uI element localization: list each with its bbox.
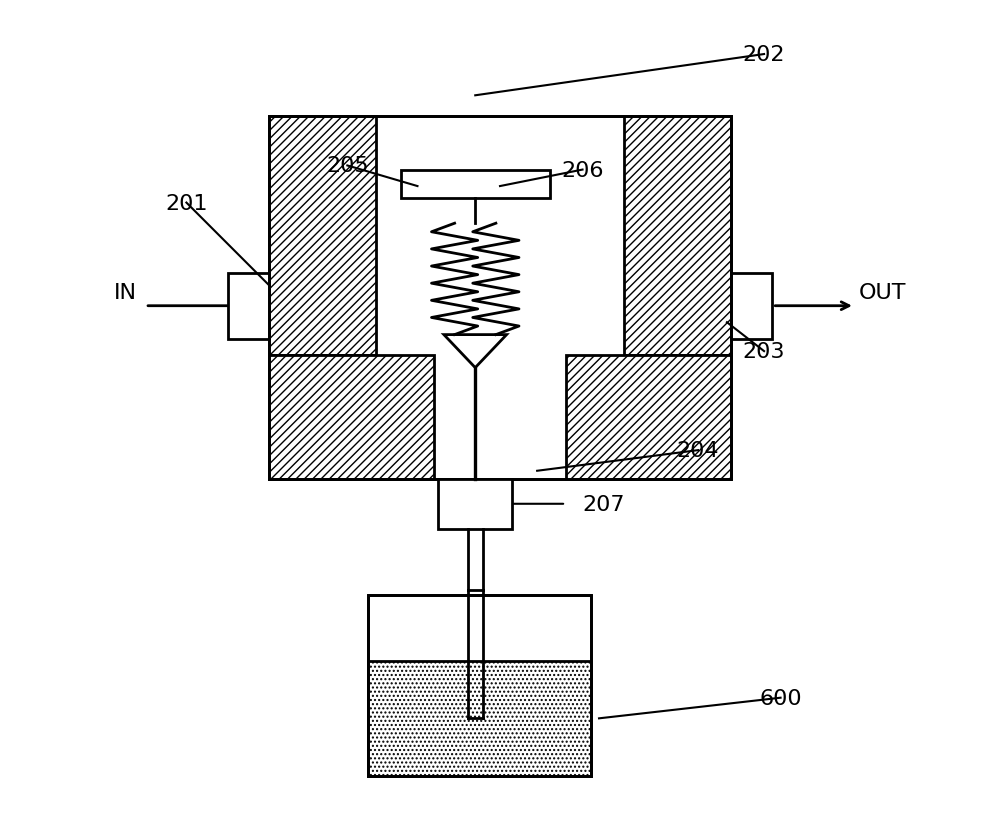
Text: 207: 207 [583,495,625,514]
Bar [368,595,591,777]
Text: 600: 600 [759,688,802,708]
Text: 205: 205 [326,156,369,176]
Text: 203: 203 [743,342,785,361]
Bar [228,274,269,339]
Text: IN: IN [114,282,137,302]
Bar [269,117,731,480]
Text: 202: 202 [743,45,785,65]
Text: 201: 201 [165,194,208,213]
Bar [624,117,731,356]
Text: OUT: OUT [859,282,906,302]
Bar [566,356,731,480]
Bar [269,117,731,480]
Bar [731,274,772,339]
Text: 206: 206 [561,160,604,180]
Bar [269,356,434,480]
Bar [438,480,512,529]
Text: 204: 204 [677,441,719,461]
Bar [401,170,550,199]
Bar [368,595,591,777]
Bar [368,661,591,777]
Bar [269,117,376,356]
